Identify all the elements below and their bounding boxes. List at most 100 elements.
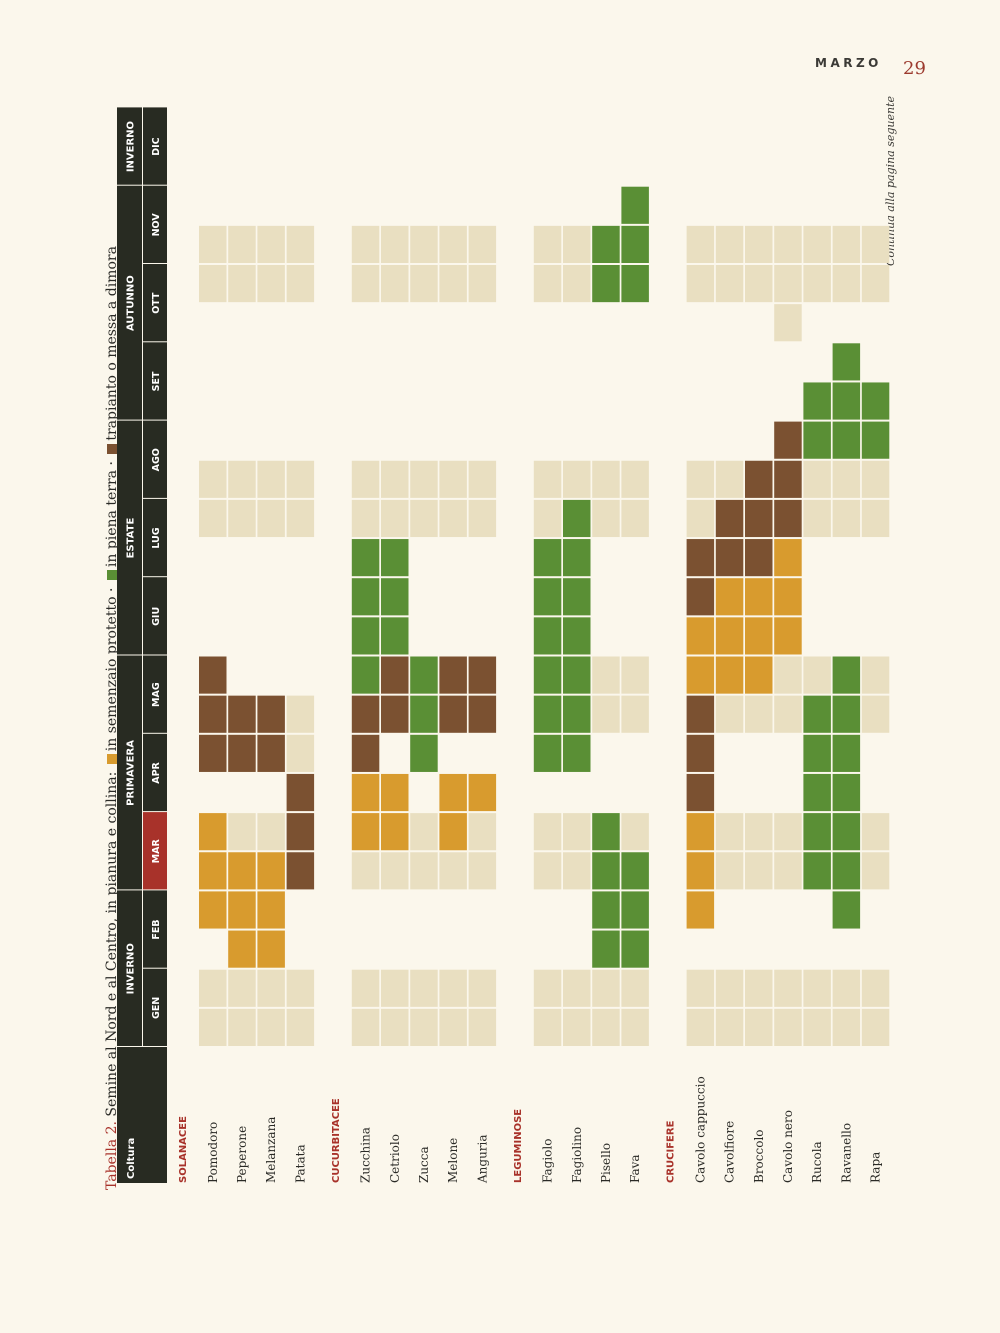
month-header-cell bbox=[143, 342, 167, 420]
calendar-cell bbox=[803, 734, 831, 772]
calendar-cell bbox=[832, 499, 861, 538]
calendar-cell bbox=[621, 499, 649, 538]
calendar-cell bbox=[563, 695, 591, 733]
calendar-cell bbox=[533, 813, 562, 851]
calendar-cell bbox=[715, 1008, 744, 1046]
calendar-cell bbox=[686, 891, 715, 929]
season-label: AUTUNNO bbox=[126, 275, 137, 331]
calendar-cell bbox=[257, 891, 285, 929]
calendar-cell bbox=[228, 930, 256, 968]
calendar-cell bbox=[381, 773, 409, 812]
calendar-cell bbox=[286, 695, 315, 733]
calendar-cell bbox=[199, 265, 227, 303]
calendar-cell bbox=[715, 813, 744, 851]
month-header-cell bbox=[143, 655, 167, 733]
calendar-cell bbox=[228, 734, 256, 772]
calendar-cell bbox=[468, 852, 497, 890]
calendar-cell bbox=[381, 578, 409, 616]
calendar-cell bbox=[563, 813, 591, 851]
calendar-cell bbox=[621, 813, 649, 851]
season-label: INVERNO bbox=[126, 943, 137, 994]
calendar-cell bbox=[563, 1008, 591, 1046]
calendar-cell bbox=[257, 499, 285, 538]
calendar-cell bbox=[621, 186, 649, 224]
calendar-cell bbox=[686, 539, 715, 577]
calendar-cell bbox=[774, 225, 802, 263]
season-label: INVERNO bbox=[126, 121, 137, 172]
calendar-cell bbox=[468, 969, 497, 1007]
calendar-cell bbox=[803, 969, 831, 1007]
calendar-cell bbox=[745, 578, 773, 616]
calendar-cell bbox=[257, 1008, 285, 1046]
calendar-cell bbox=[563, 460, 591, 498]
crop-label: Rapa bbox=[869, 1152, 883, 1183]
calendar-cell bbox=[286, 852, 315, 890]
season-label: PRIMAVERA bbox=[126, 740, 137, 806]
month-label: AGO bbox=[151, 448, 162, 471]
calendar-cell bbox=[803, 695, 831, 733]
calendar-cell bbox=[351, 852, 380, 890]
calendar-cell bbox=[745, 813, 773, 851]
calendar-cell bbox=[351, 813, 380, 851]
calendar-cell bbox=[861, 656, 890, 694]
crop-label: Pisello bbox=[599, 1143, 613, 1183]
calendar-cell bbox=[439, 852, 467, 890]
calendar-cell bbox=[410, 852, 438, 890]
calendar-cell bbox=[592, 891, 620, 929]
calendar-cell bbox=[257, 460, 285, 498]
calendar-cell bbox=[351, 617, 380, 655]
calendar-cell bbox=[592, 656, 620, 694]
calendar-cell bbox=[832, 852, 861, 890]
calendar-cell bbox=[745, 499, 773, 538]
calendar-cell bbox=[439, 1008, 467, 1046]
calendar-cell bbox=[286, 265, 315, 303]
season-header-cell bbox=[117, 420, 142, 655]
calendar-cell bbox=[592, 1008, 620, 1046]
calendar-cell bbox=[686, 265, 715, 303]
calendar-cell bbox=[533, 617, 562, 655]
calendar-cell bbox=[533, 969, 562, 1007]
calendar-cell bbox=[861, 1008, 890, 1046]
month-label: GIU bbox=[151, 607, 162, 626]
calendar-cell bbox=[715, 656, 744, 694]
calendar-cell bbox=[533, 734, 562, 772]
calendar-cell bbox=[381, 1008, 409, 1046]
month-label: NOV bbox=[151, 213, 162, 237]
calendar-cell bbox=[228, 969, 256, 1007]
crop-label: Cetriolo bbox=[388, 1134, 402, 1183]
calendar-cell bbox=[439, 265, 467, 303]
crop-label: Cavolo nero bbox=[781, 1110, 795, 1183]
calendar-cell bbox=[563, 734, 591, 772]
calendar-cell bbox=[563, 499, 591, 538]
calendar-cell bbox=[410, 499, 438, 538]
calendar-cell bbox=[774, 695, 802, 733]
crop-label: Anguria bbox=[475, 1134, 489, 1184]
calendar-cell bbox=[468, 265, 497, 303]
calendar-cell bbox=[861, 969, 890, 1007]
crop-label: Zucchina bbox=[359, 1127, 373, 1183]
calendar-cell bbox=[832, 734, 861, 772]
calendar-cell bbox=[621, 225, 649, 263]
calendar-cell bbox=[228, 1008, 256, 1046]
crop-label: Broccolo bbox=[752, 1129, 766, 1183]
calendar-cell bbox=[861, 421, 890, 459]
group-label: CUCURBITACEE bbox=[331, 1098, 342, 1183]
calendar-cell bbox=[715, 460, 744, 498]
month-header-cell bbox=[143, 107, 167, 185]
calendar-cell bbox=[351, 695, 380, 733]
crop-label: Patata bbox=[293, 1144, 307, 1183]
calendar-cell bbox=[774, 617, 802, 655]
calendar-cell bbox=[803, 225, 831, 263]
crop-label: Cavolo cappuccio bbox=[693, 1076, 707, 1183]
calendar-cell bbox=[257, 969, 285, 1007]
calendar-cell bbox=[533, 499, 562, 538]
calendar-cell bbox=[468, 773, 497, 812]
calendar-cell bbox=[381, 617, 409, 655]
calendar-cell bbox=[199, 891, 227, 929]
calendar-cell bbox=[774, 656, 802, 694]
calendar-cell bbox=[533, 852, 562, 890]
calendar-cell bbox=[861, 695, 890, 733]
calendar-cell bbox=[286, 1008, 315, 1046]
calendar-cell bbox=[686, 460, 715, 498]
calendar-cell bbox=[533, 265, 562, 303]
